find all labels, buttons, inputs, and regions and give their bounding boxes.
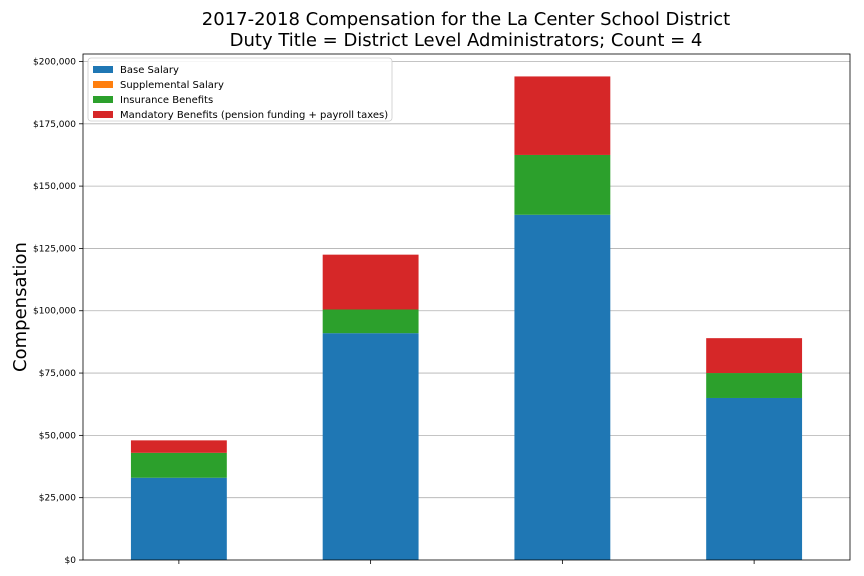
y-tick-label: $200,000 — [33, 57, 76, 67]
legend-swatch — [93, 111, 113, 118]
plot-frame — [82, 53, 851, 561]
bar-segment — [514, 76, 611, 155]
y-tick-label: $175,000 — [33, 120, 76, 130]
legend: Base Salary Supplemental Salary Insurance … — [87, 57, 393, 122]
legend-label: Base Salary — [120, 65, 179, 76]
y-tick-label: $150,000 — [33, 182, 76, 192]
legend-swatch — [93, 96, 113, 103]
bar-segment — [514, 214, 611, 561]
bars — [130, 76, 803, 561]
bar-segment — [322, 333, 419, 560]
legend-swatch — [93, 81, 113, 88]
legend-swatch — [93, 66, 113, 73]
y-tick-label: $25,000 — [39, 494, 76, 504]
chart-title-line-2: Duty Title = District Level Administrato… — [230, 30, 703, 51]
bar-segment — [322, 254, 419, 310]
y-tick-label: $0 — [65, 556, 77, 566]
bar-segment — [514, 154, 611, 215]
bar-segment — [706, 373, 803, 398]
bar-segment — [130, 440, 227, 453]
y-tick-label: $125,000 — [33, 244, 76, 254]
y-tick-label: $100,000 — [33, 307, 76, 317]
legend-label: Mandatory Benefits (pension funding + pa… — [120, 110, 388, 121]
y-tick-label: $50,000 — [39, 431, 76, 441]
bar-segment — [130, 452, 227, 478]
chart-title-line-1: 2017-2018 Compensation for the La Center… — [202, 9, 730, 30]
bar-segment — [130, 477, 227, 560]
legend-label: Supplemental Salary — [120, 80, 224, 91]
bar-segment — [706, 338, 803, 374]
axes — [82, 53, 851, 561]
legend-label: Insurance Benefits — [120, 95, 213, 106]
grid-lines — [83, 61, 850, 499]
bar-segment — [706, 397, 803, 560]
y-tick-label: $75,000 — [39, 369, 76, 379]
bar-segment — [322, 309, 419, 334]
y-axis-label: Compensation — [10, 242, 31, 372]
y-ticks: $0 $25,000 $50,000 $75,000 $100,000 $125,000 $… — [33, 57, 755, 566]
legend-box — [87, 57, 393, 122]
